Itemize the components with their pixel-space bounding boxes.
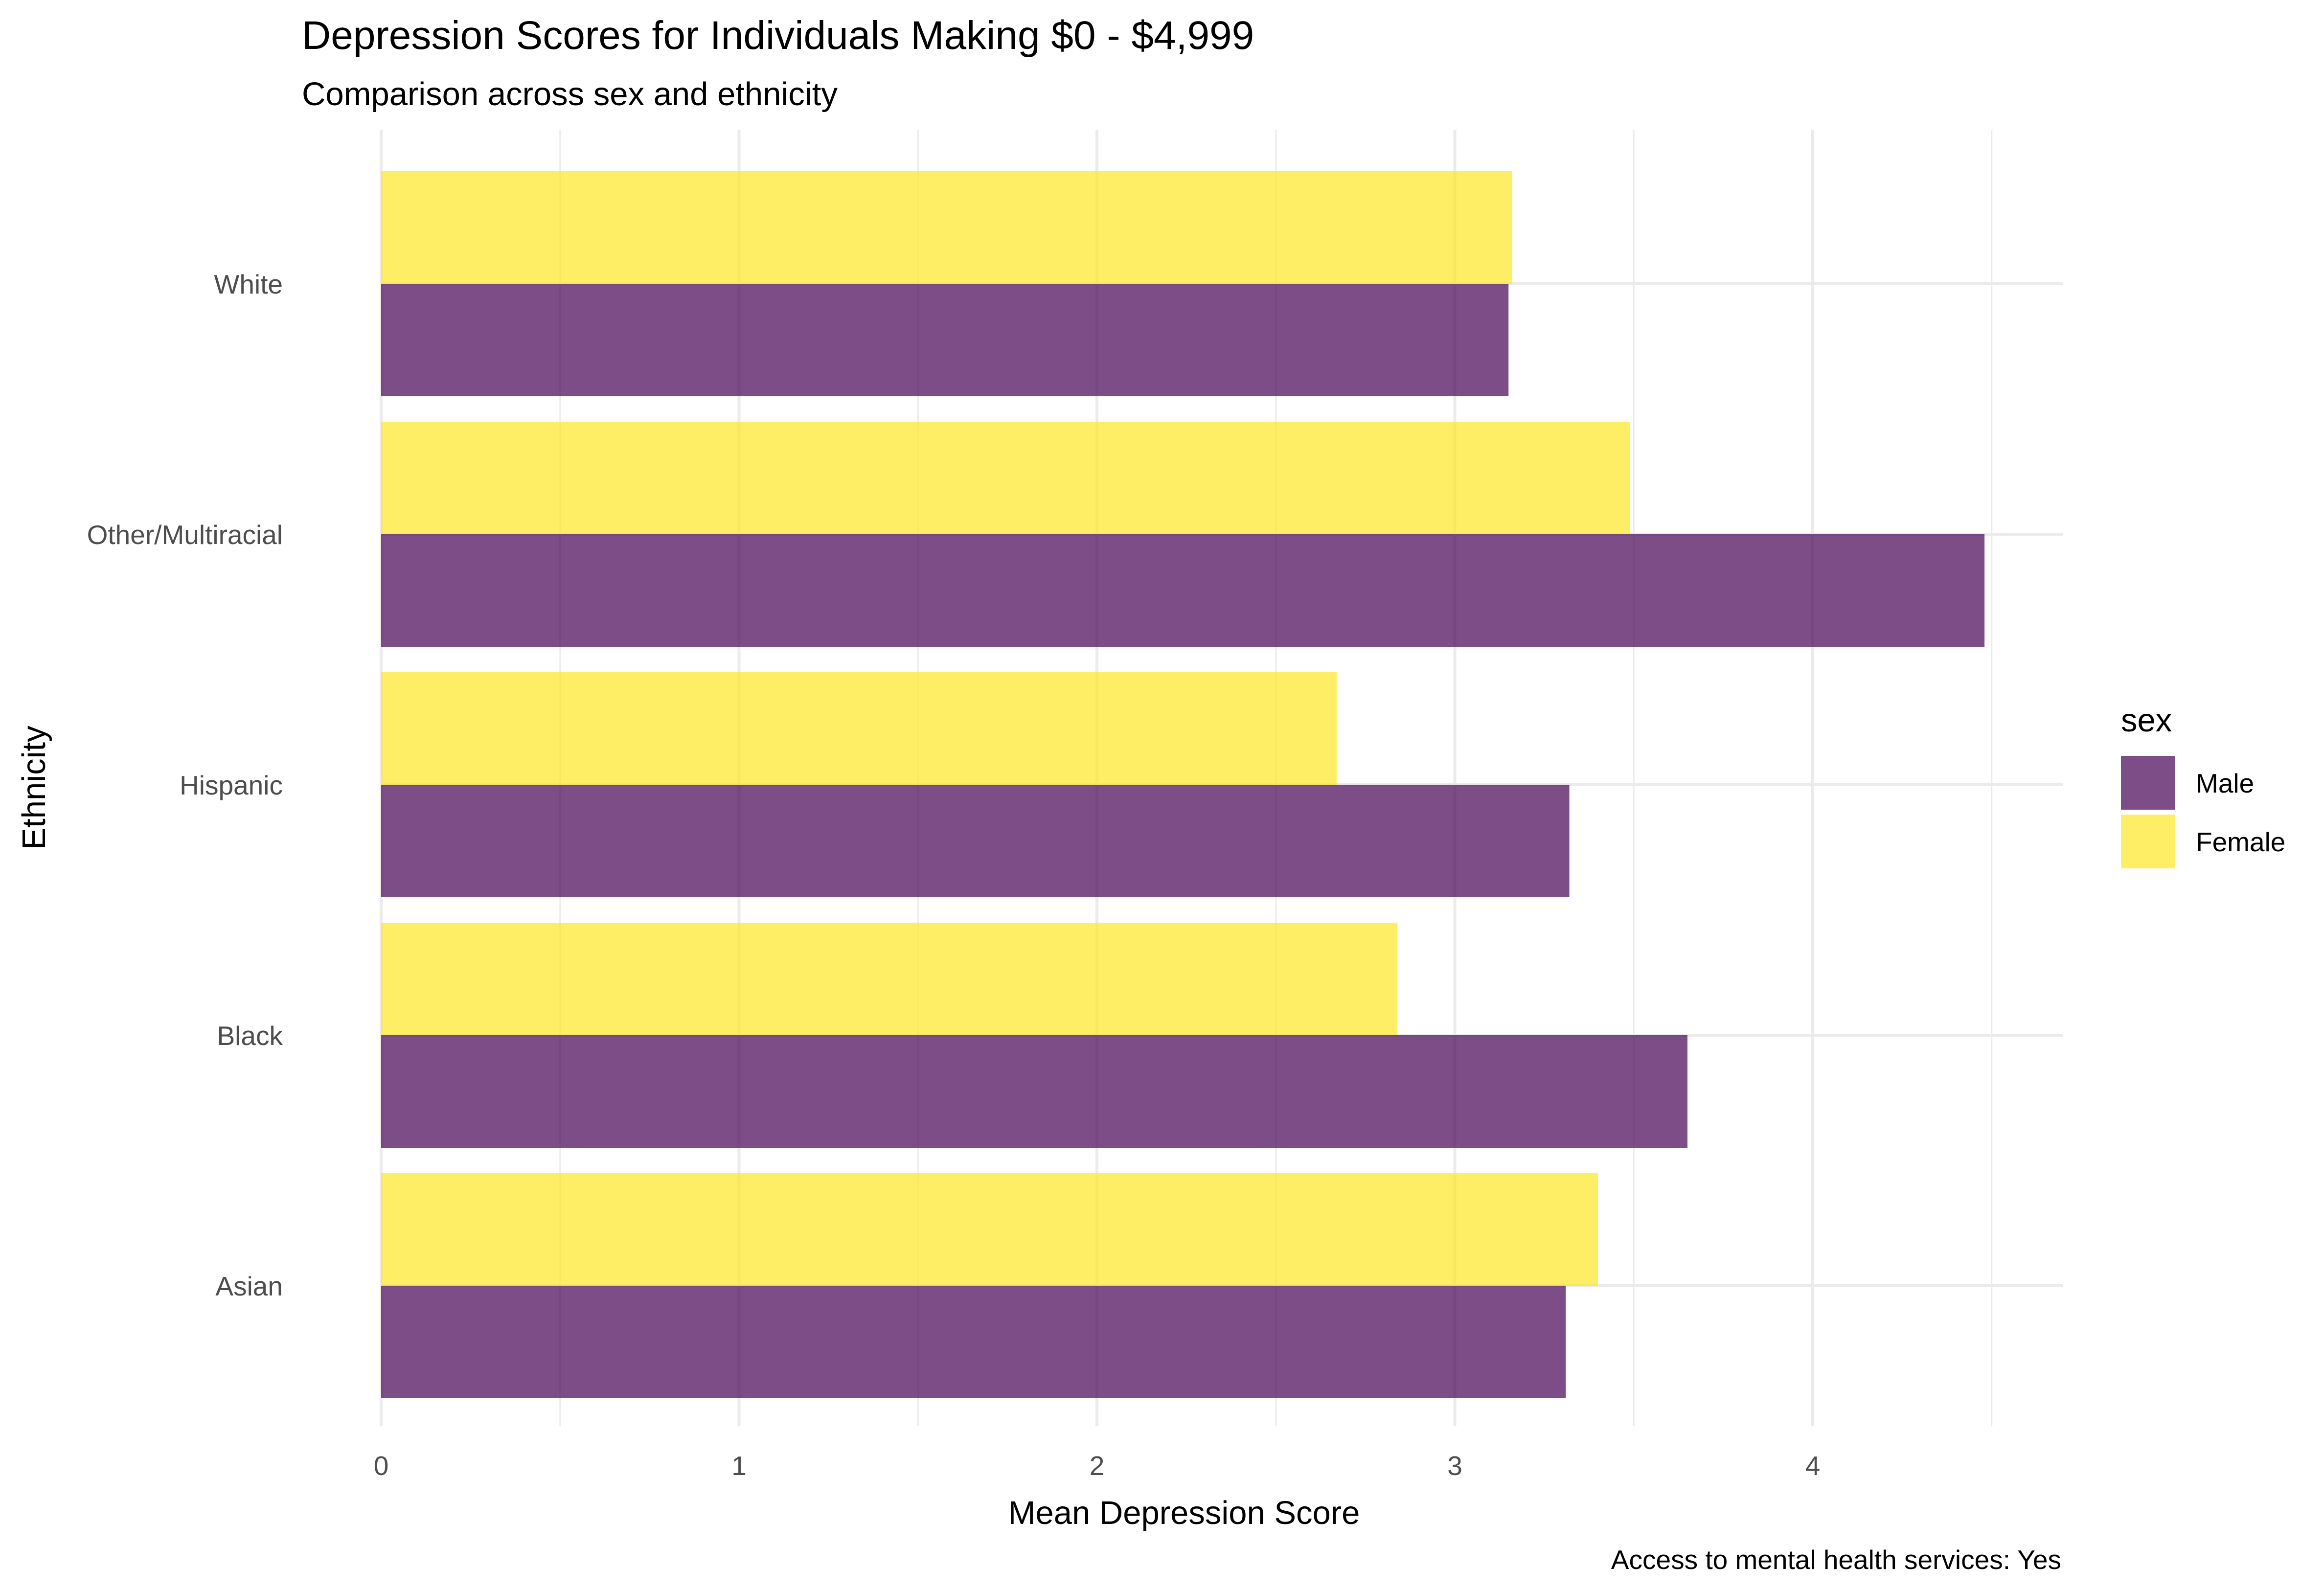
legend-title: sex: [2121, 702, 2172, 739]
bar-female: [381, 672, 1337, 785]
chart-subtitle: Comparison across sex and ethnicity: [302, 76, 838, 113]
x-tick-label: 4: [1805, 1451, 1821, 1481]
chart-caption: Access to mental health services: Yes: [1611, 1545, 2061, 1575]
y-tick-label: White: [214, 269, 283, 299]
bars-layer: [381, 171, 1985, 1398]
y-axis-title: Ethnicity: [16, 726, 52, 850]
y-tick-label: Asian: [215, 1271, 283, 1301]
legend: sex Male Female: [2121, 702, 2285, 868]
axis-layer: 0 1 2 3 4 Asian Black Hispanic Other/Multiracial…: [87, 269, 1821, 1481]
x-tick-label: 1: [731, 1451, 747, 1481]
y-tick-label: Hispanic: [180, 770, 283, 800]
legend-items: Male Female: [2121, 756, 2285, 868]
x-axis-title: Mean Depression Score: [1008, 1495, 1360, 1531]
bar-male: [381, 284, 1509, 396]
bar-female: [381, 1173, 1598, 1286]
x-tick-label: 2: [1090, 1451, 1105, 1481]
legend-key: [2121, 756, 2175, 810]
y-tick-label: Other/Multiracial: [87, 520, 283, 550]
bar-female: [381, 422, 1630, 534]
chart-title: Depression Scores for Individuals Making…: [302, 13, 1254, 58]
x-tick-label: 3: [1447, 1451, 1462, 1481]
bar-male: [381, 534, 1985, 647]
bar-female: [381, 923, 1398, 1035]
legend-label: Female: [2196, 827, 2285, 857]
bar-female: [381, 171, 1512, 284]
x-tick-label: 0: [374, 1451, 389, 1481]
bar-male: [381, 1035, 1687, 1148]
legend-label: Male: [2196, 768, 2254, 798]
y-tick-label: Black: [217, 1021, 283, 1051]
bar-male: [381, 785, 1570, 897]
bar-male: [381, 1286, 1566, 1398]
legend-key: [2121, 815, 2175, 868]
